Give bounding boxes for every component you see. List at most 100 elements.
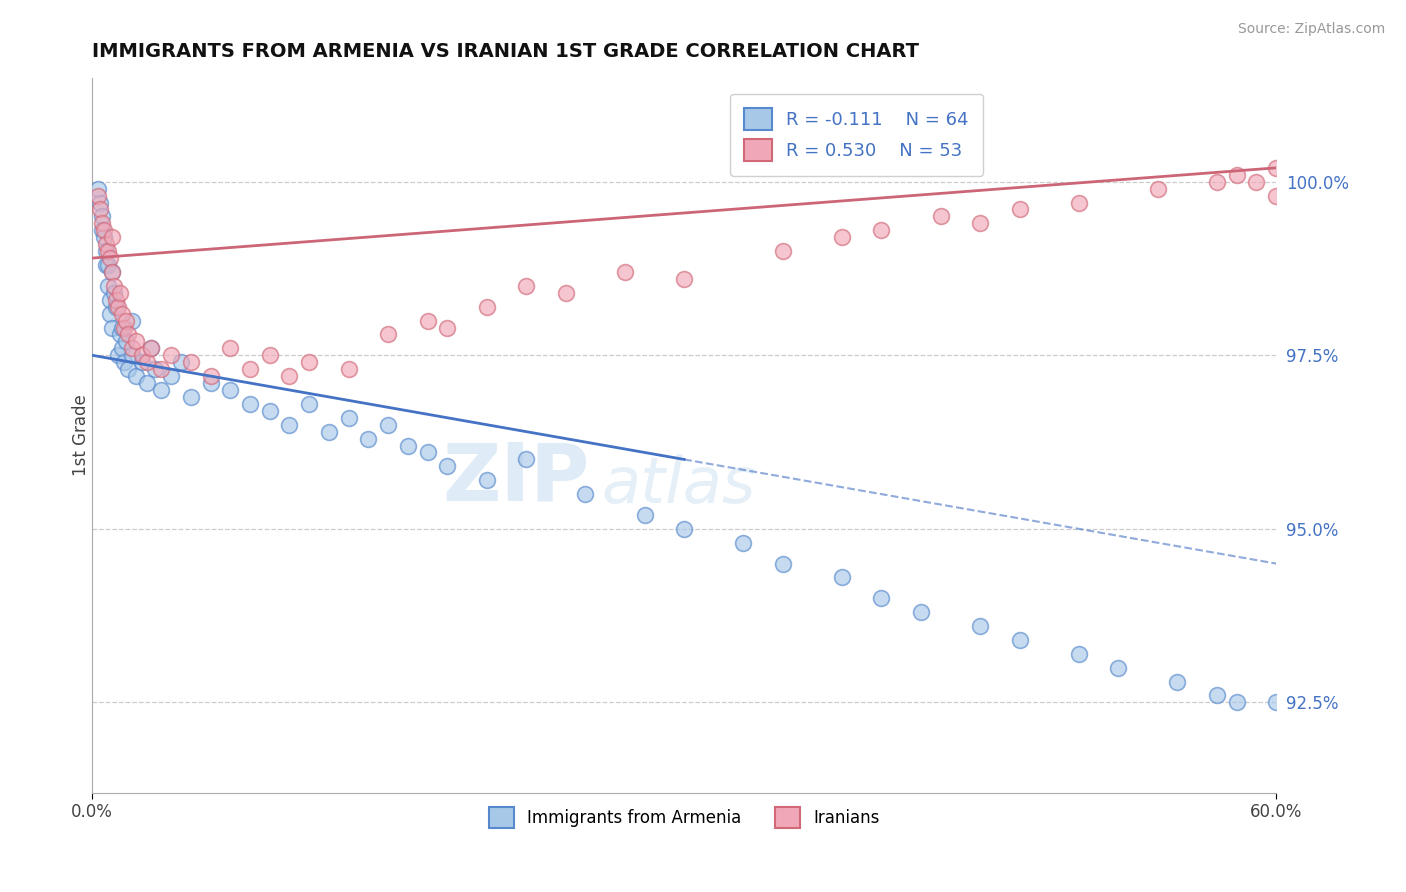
Point	[239, 397, 262, 411]
Point	[733, 535, 755, 549]
Point	[108, 327, 131, 342]
Point	[298, 397, 321, 411]
Point	[136, 376, 159, 390]
Point	[416, 313, 439, 327]
Point	[104, 293, 127, 307]
Point	[121, 348, 143, 362]
Point	[150, 362, 173, 376]
Point	[1107, 661, 1129, 675]
Text: IMMIGRANTS FROM ARMENIA VS IRANIAN 1ST GRADE CORRELATION CHART: IMMIGRANTS FROM ARMENIA VS IRANIAN 1ST G…	[93, 42, 920, 61]
Point	[124, 334, 146, 349]
Point	[831, 230, 853, 244]
Point	[673, 272, 696, 286]
Point	[91, 223, 114, 237]
Point	[117, 362, 139, 376]
Point	[111, 342, 134, 356]
Point	[239, 362, 262, 376]
Point	[111, 320, 134, 334]
Point	[98, 293, 121, 307]
Point	[141, 342, 163, 356]
Point	[969, 619, 991, 633]
Point	[318, 425, 340, 439]
Point	[97, 278, 120, 293]
Point	[1265, 695, 1288, 709]
Point	[1206, 689, 1229, 703]
Point	[870, 223, 893, 237]
Point	[969, 216, 991, 230]
Point	[93, 223, 115, 237]
Point	[219, 383, 242, 397]
Point	[103, 285, 125, 300]
Text: ZIP: ZIP	[441, 439, 589, 517]
Point	[1008, 632, 1031, 647]
Point	[180, 355, 202, 369]
Point	[121, 342, 143, 356]
Point	[278, 369, 301, 384]
Point	[1146, 182, 1168, 196]
Point	[89, 195, 111, 210]
Point	[160, 369, 183, 384]
Point	[337, 362, 360, 376]
Point	[131, 348, 153, 362]
Point	[436, 320, 458, 334]
Point	[93, 230, 115, 244]
Point	[114, 334, 136, 349]
Point	[259, 348, 281, 362]
Point	[94, 244, 117, 259]
Point	[101, 320, 124, 334]
Point	[634, 508, 657, 522]
Point	[219, 342, 242, 356]
Point	[1265, 161, 1288, 175]
Point	[108, 285, 131, 300]
Point	[101, 265, 124, 279]
Point	[107, 300, 129, 314]
Point	[613, 265, 636, 279]
Point	[910, 605, 932, 619]
Point	[143, 362, 166, 376]
Point	[160, 348, 183, 362]
Point	[337, 410, 360, 425]
Point	[870, 591, 893, 606]
Legend: Immigrants from Armenia, Iranians: Immigrants from Armenia, Iranians	[482, 801, 886, 834]
Point	[141, 342, 163, 356]
Point	[929, 210, 952, 224]
Point	[87, 188, 110, 202]
Point	[170, 355, 193, 369]
Point	[515, 452, 537, 467]
Point	[131, 355, 153, 369]
Point	[91, 210, 114, 224]
Point	[396, 438, 419, 452]
Point	[117, 327, 139, 342]
Point	[101, 230, 124, 244]
Point	[97, 258, 120, 272]
Point	[377, 327, 399, 342]
Point	[104, 300, 127, 314]
Point	[136, 355, 159, 369]
Point	[101, 265, 124, 279]
Point	[357, 432, 380, 446]
Point	[94, 258, 117, 272]
Point	[278, 417, 301, 432]
Point	[112, 320, 135, 334]
Point	[436, 459, 458, 474]
Point	[259, 404, 281, 418]
Point	[1067, 195, 1090, 210]
Point	[1008, 202, 1031, 217]
Point	[416, 445, 439, 459]
Point	[1206, 175, 1229, 189]
Point	[1226, 695, 1249, 709]
Point	[180, 390, 202, 404]
Point	[97, 244, 120, 259]
Point	[121, 313, 143, 327]
Point	[772, 557, 794, 571]
Point	[98, 251, 121, 265]
Point	[89, 202, 111, 217]
Point	[103, 278, 125, 293]
Point	[475, 473, 498, 487]
Point	[772, 244, 794, 259]
Point	[298, 355, 321, 369]
Point	[124, 369, 146, 384]
Text: atlas: atlas	[602, 454, 755, 516]
Text: Source: ZipAtlas.com: Source: ZipAtlas.com	[1237, 22, 1385, 37]
Point	[112, 355, 135, 369]
